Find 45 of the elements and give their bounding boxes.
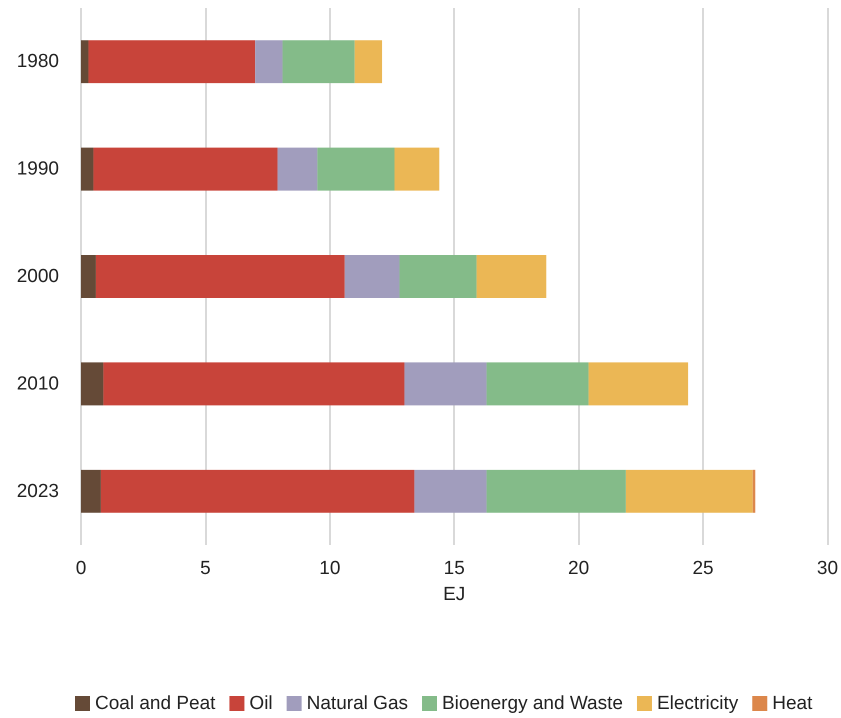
bar bbox=[255, 40, 283, 84]
x-tick-label: 30 bbox=[816, 558, 838, 579]
legend-label: Natural Gas bbox=[306, 693, 408, 714]
bar bbox=[88, 40, 256, 84]
bar bbox=[81, 470, 101, 513]
legend-label: Coal and Peat bbox=[95, 693, 216, 714]
bar bbox=[486, 362, 589, 406]
y-tick-label: 1990 bbox=[16, 158, 59, 180]
bar bbox=[394, 148, 440, 191]
legend-label: Heat bbox=[772, 693, 814, 714]
y-tick-label: 2023 bbox=[16, 480, 59, 502]
bar bbox=[344, 255, 400, 298]
x-tick-label: 20 bbox=[568, 558, 590, 579]
legend-label: Bioenergy and Waste bbox=[442, 693, 623, 714]
bar bbox=[81, 362, 104, 406]
bar bbox=[399, 255, 477, 298]
bar bbox=[96, 255, 345, 298]
bar bbox=[81, 148, 94, 191]
x-tick-label: 10 bbox=[319, 558, 340, 579]
bar bbox=[404, 362, 487, 406]
y-tick-label: 2010 bbox=[16, 373, 59, 394]
bar bbox=[81, 40, 88, 84]
legend-label: Oil bbox=[249, 693, 273, 714]
bar bbox=[278, 148, 318, 191]
bar bbox=[476, 255, 546, 298]
y-tick-label: 1980 bbox=[16, 51, 59, 72]
bar bbox=[588, 362, 688, 406]
bar bbox=[103, 362, 404, 406]
bar bbox=[354, 40, 382, 84]
bar bbox=[81, 255, 96, 298]
x-tick-label: 25 bbox=[692, 558, 714, 579]
y-tick-label: 2000 bbox=[16, 266, 59, 287]
bar bbox=[282, 40, 355, 84]
bar bbox=[93, 148, 278, 191]
bar bbox=[317, 148, 394, 191]
x-axis-title: EJ bbox=[443, 584, 466, 605]
x-tick-label: 0 bbox=[76, 558, 86, 579]
bar bbox=[486, 470, 626, 513]
legend-label: Electricity bbox=[656, 693, 739, 714]
bar bbox=[626, 470, 753, 513]
bar bbox=[752, 470, 756, 513]
x-tick-label: 15 bbox=[444, 558, 465, 579]
bar bbox=[100, 470, 414, 513]
bar bbox=[414, 470, 487, 513]
x-tick-label: 5 bbox=[200, 558, 211, 579]
